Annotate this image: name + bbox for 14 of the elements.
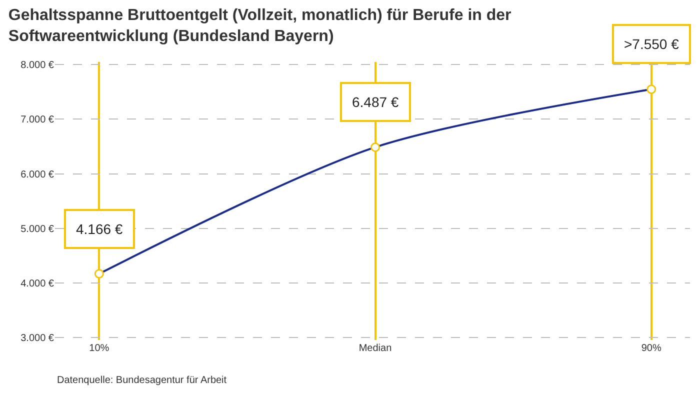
y-tick-label: 4.000 € [20,278,54,290]
y-tick-label: 5.000 € [20,224,54,235]
y-tick-label: 7.000 € [20,114,54,126]
y-tick-label: 6.000 € [20,169,54,180]
x-tick-label: Median [358,343,392,354]
data-label: 4.166 € [76,221,123,237]
x-tick-label: 10% [89,343,110,354]
data-label: >7.550 € [624,36,680,52]
text: Datenquelle: Bundesagentur für Arbeit [57,375,227,386]
y-tick-label: 3.000 € [20,332,54,344]
data-label: 6.487 € [352,94,399,110]
x-tick-label: 90% [641,343,662,354]
y-tick-label: 8.000 € [20,60,54,72]
chart-title: Gehaltsspanne Bruttoentgelt (Vollzeit, monatlich) für Berufe in der Softwareentwicklung (Bundesland Bayern) [8,7,512,45]
